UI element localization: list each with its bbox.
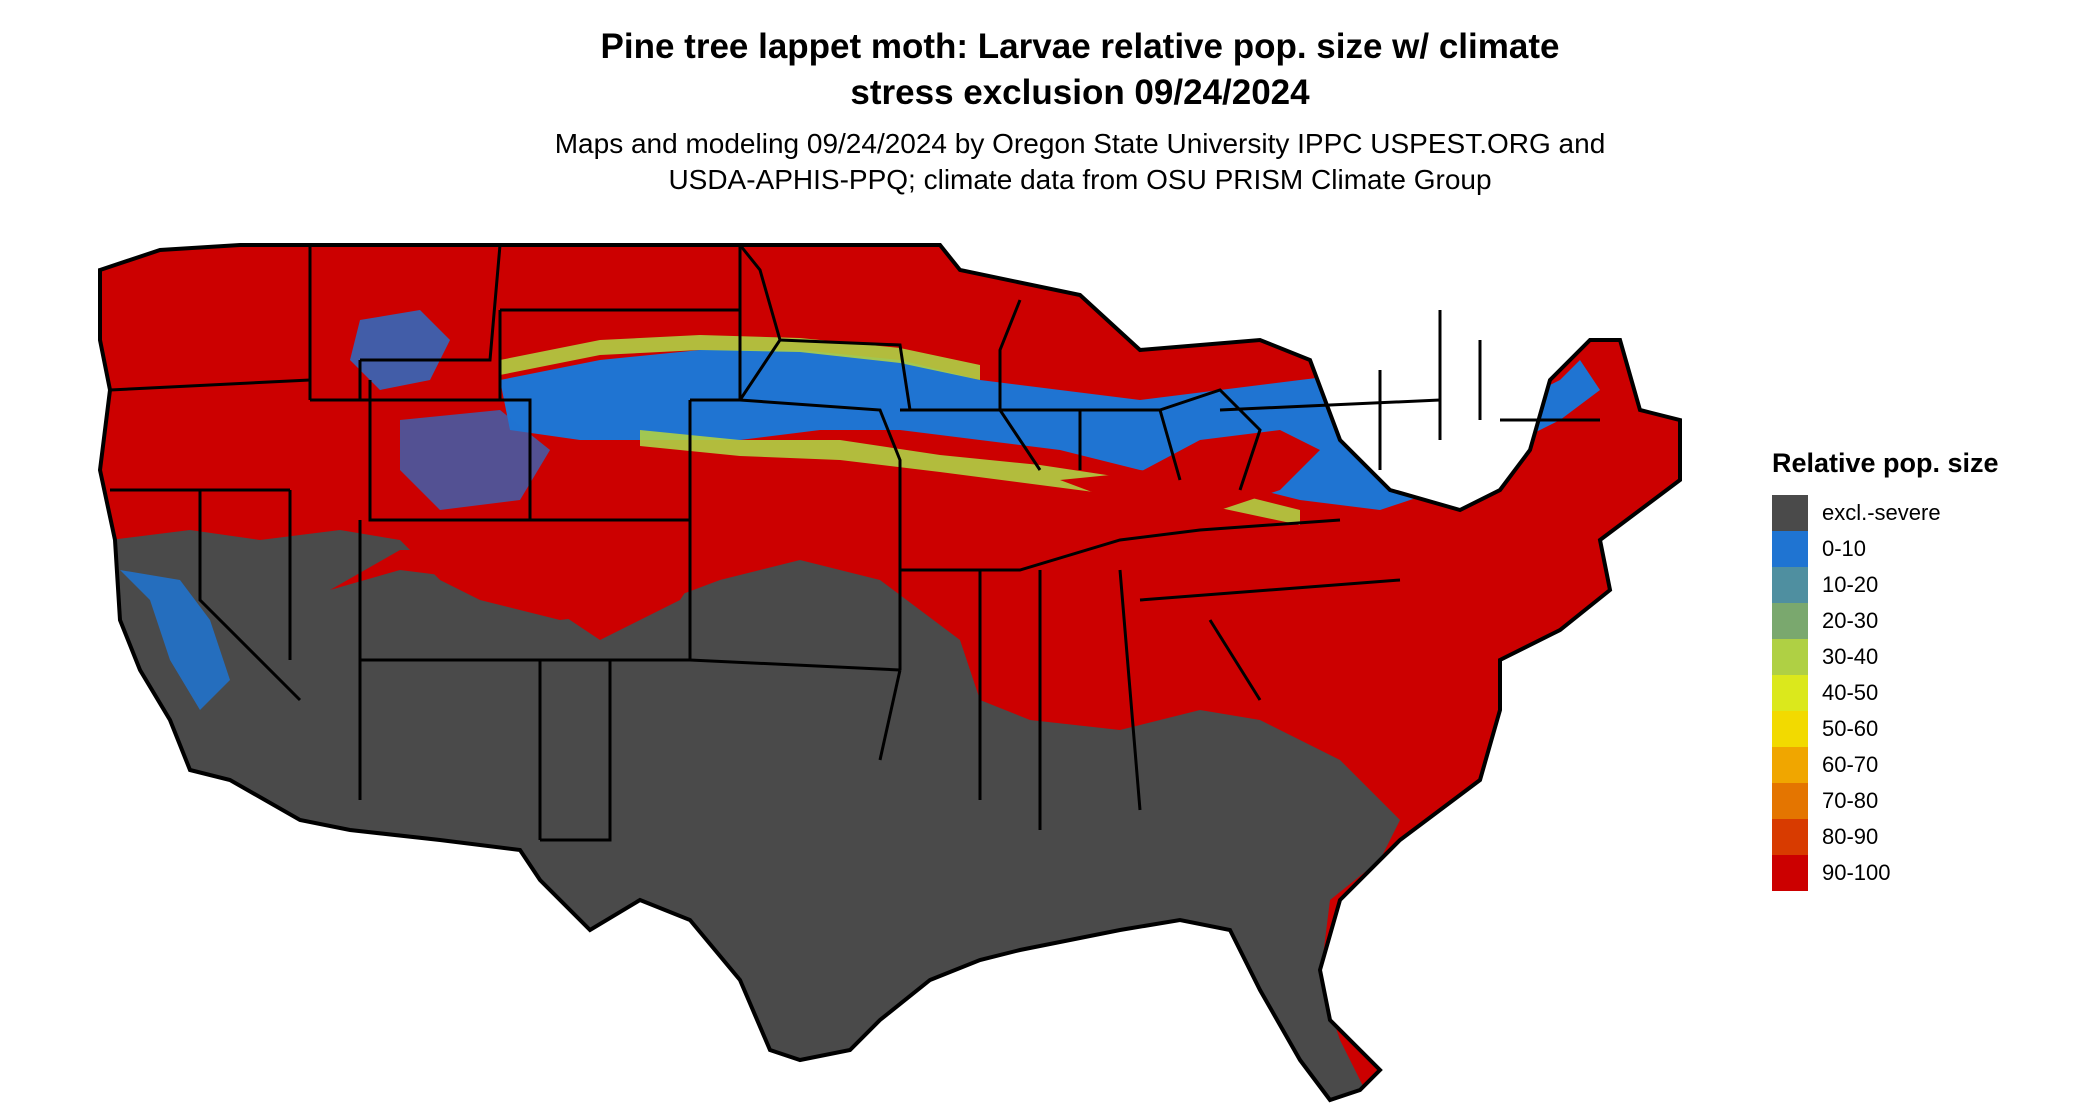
legend-item: excl.-severe xyxy=(1772,495,1999,531)
legend-item: 20-30 xyxy=(1772,603,1999,639)
map-title: Pine tree lappet moth: Larvae relative p… xyxy=(300,24,1860,116)
legend-item: 50-60 xyxy=(1772,711,1999,747)
legend-swatch xyxy=(1772,783,1808,819)
state-borders xyxy=(109,243,1600,842)
legend-label: 20-30 xyxy=(1822,608,1879,633)
legend-items: excl.-severe 0-10 10-20 20-30 30-40 40-50 50-6… xyxy=(1772,495,1999,891)
us-map xyxy=(97,243,1682,1103)
northern-mid-band xyxy=(500,335,980,380)
colorado-low-patch xyxy=(400,410,550,510)
us-outline xyxy=(97,243,1682,1103)
west-low-band xyxy=(120,570,230,710)
legend-item: 60-70 xyxy=(1772,747,1999,783)
legend-swatch xyxy=(1772,675,1808,711)
legend-label: 30-40 xyxy=(1822,644,1879,669)
legend-swatch xyxy=(1772,531,1808,567)
legend-swatch xyxy=(1772,639,1808,675)
legend-title: Relative pop. size xyxy=(1772,448,1999,478)
legend-item: 30-40 xyxy=(1772,639,1999,675)
legend-swatch xyxy=(1772,603,1808,639)
legend-label: 70-80 xyxy=(1822,788,1879,813)
midwest-mid-band xyxy=(640,430,1300,525)
title-line-2: stress exclusion 09/24/2024 xyxy=(850,73,1310,112)
legend-label: excl.-severe xyxy=(1822,500,1941,525)
legend-swatch xyxy=(1772,495,1808,531)
legend-item: 0-10 xyxy=(1772,531,1999,567)
southwest-red-band xyxy=(330,550,700,640)
appalachian-red xyxy=(1060,430,1320,510)
legend-label: 90-100 xyxy=(1822,860,1891,885)
legend-item: 10-20 xyxy=(1772,567,1999,603)
legend-swatch xyxy=(1772,567,1808,603)
legend: Relative pop. size excl.-severe 0-10 10-20… xyxy=(1772,448,1999,891)
legend-swatch xyxy=(1772,855,1808,891)
legend-label: 10-20 xyxy=(1822,572,1879,597)
legend-label: 80-90 xyxy=(1822,824,1879,849)
map-subtitle: Maps and modeling 09/24/2024 by Oregon S… xyxy=(300,126,1860,198)
subtitle-line-1: Maps and modeling 09/24/2024 by Oregon S… xyxy=(554,128,1606,159)
legend-item: 90-100 xyxy=(1772,855,1999,891)
legend-label: 0-10 xyxy=(1822,536,1867,561)
legend-item: 40-50 xyxy=(1772,675,1999,711)
mountain-low-patch xyxy=(350,310,450,390)
legend-swatch xyxy=(1772,819,1808,855)
legend-label: 60-70 xyxy=(1822,752,1879,777)
legend-swatch xyxy=(1772,747,1808,783)
legend-item: 70-80 xyxy=(1772,783,1999,819)
title-line-1: Pine tree lappet moth: Larvae relative p… xyxy=(600,27,1560,66)
legend-label: 50-60 xyxy=(1822,716,1879,741)
legend-item: 80-90 xyxy=(1772,819,1999,855)
legend-swatch xyxy=(1772,711,1808,747)
legend-label: 40-50 xyxy=(1822,680,1879,705)
subtitle-line-2: USDA-APHIS-PPQ; climate data from OSU PR… xyxy=(668,164,1492,195)
